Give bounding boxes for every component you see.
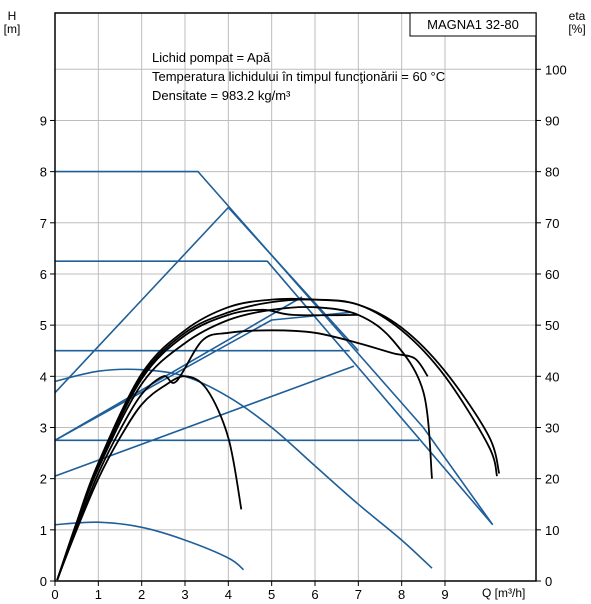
y-left-tick-label: 4 xyxy=(40,369,47,384)
x-axis-label: Q [m³/h] xyxy=(482,586,525,600)
head-curve xyxy=(54,521,245,571)
note-temperature: Temperatura lichidului în timpul funcţio… xyxy=(152,69,445,84)
x-tick-label: 6 xyxy=(311,587,318,602)
head-curve xyxy=(55,170,494,526)
y-right-tick-label: 90 xyxy=(545,113,559,128)
y-right-tick-label: 100 xyxy=(545,62,567,77)
x-tick-label: 9 xyxy=(441,587,448,602)
y-left-tick-label: 2 xyxy=(40,472,47,487)
note-density: Densitate = 983.2 kg/m³ xyxy=(152,88,291,103)
y-right-tick-label: 20 xyxy=(545,472,559,487)
y-right-tick-label: 70 xyxy=(545,216,559,231)
efficiency-curve xyxy=(56,375,243,581)
x-tick-label: 5 xyxy=(268,587,275,602)
efficiency-curve xyxy=(56,297,501,581)
x-tick-label: 7 xyxy=(355,587,362,602)
note-fluid: Lichid pompat = Apă xyxy=(152,50,271,65)
y-left-tick-label: 6 xyxy=(40,267,47,282)
efficiency-curve xyxy=(56,329,429,581)
y-left-tick-label: 1 xyxy=(40,523,47,538)
x-tick-label: 8 xyxy=(398,587,405,602)
x-tick-label: 1 xyxy=(95,587,102,602)
head-curve xyxy=(54,206,359,394)
y-left-tick-label: 7 xyxy=(40,216,47,231)
y-left-tick-label: 9 xyxy=(40,113,47,128)
y-right-tick-label: 40 xyxy=(545,369,559,384)
grid xyxy=(55,13,536,581)
y-left-label-symbol: H xyxy=(8,9,17,23)
y-right-label-unit: [%] xyxy=(568,22,585,36)
x-tick-label: 2 xyxy=(138,587,145,602)
efficiency-curves xyxy=(56,297,501,581)
y-left-label-unit: [m] xyxy=(4,22,21,36)
efficiency-curve xyxy=(56,306,433,581)
tick-labels: 0 1 2 3 4 5 6 7 8 9010203040506070809010001234567… xyxy=(40,62,567,602)
y-right-tick-label: 10 xyxy=(545,523,559,538)
head-curves xyxy=(54,170,494,571)
y-right-label-symbol: eta xyxy=(569,9,586,23)
title-box-label: MAGNA1 32-80 xyxy=(427,17,519,32)
y-right-tick-label: 80 xyxy=(545,165,559,180)
y-right-tick-label: 60 xyxy=(545,267,559,282)
x-tick-label: 0 xyxy=(51,587,58,602)
head-curve xyxy=(55,260,494,526)
y-right-tick-label: 50 xyxy=(545,318,559,333)
title-box xyxy=(409,12,537,37)
x-tick-label: 3 xyxy=(181,587,188,602)
y-right-tick-label: 30 xyxy=(545,420,559,435)
x-tick-label: 4 xyxy=(225,587,232,602)
y-left-tick-label: 0 xyxy=(40,574,47,589)
y-left-tick-label: 8 xyxy=(40,165,47,180)
head-curve xyxy=(54,368,433,569)
head-curve xyxy=(54,296,303,441)
y-left-tick-label: 3 xyxy=(40,420,47,435)
y-right-tick-label: 0 xyxy=(545,574,552,589)
plot-frame xyxy=(54,12,537,582)
y-left-tick-label: 5 xyxy=(40,318,47,333)
